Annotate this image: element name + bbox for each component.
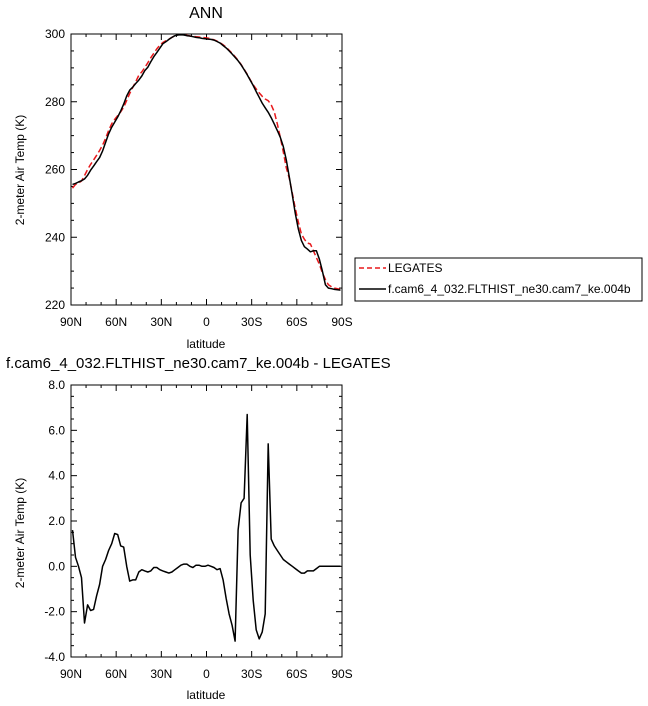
legend: LEGATES f.cam6_4_032.FLTHIST_ne30.cam7_k… bbox=[354, 257, 643, 302]
x-tick-label: 60S bbox=[286, 667, 307, 681]
x-tick-label: 30S bbox=[241, 667, 262, 681]
x-tick-label: 0 bbox=[203, 667, 210, 681]
chart-title: ANN bbox=[189, 5, 223, 22]
legend-label-model: f.cam6_4_032.FLTHIST_ne30.cam7_ke.004b bbox=[388, 282, 631, 296]
y-tick-label: 8.0 bbox=[48, 378, 65, 392]
x-tick-label: 90N bbox=[60, 315, 82, 329]
legend-label-legates: LEGATES bbox=[388, 261, 442, 275]
chart-title: f.cam6_4_032.FLTHIST_ne30.cam7_ke.004b -… bbox=[6, 355, 391, 372]
y-tick-label: 0.0 bbox=[48, 559, 65, 573]
y-tick-label: 2.0 bbox=[48, 514, 65, 528]
y-tick-label: -2.0 bbox=[44, 605, 65, 619]
x-tick-label: 90N bbox=[60, 667, 82, 681]
x-tick-label: 90S bbox=[331, 315, 352, 329]
y-tick-label: 240 bbox=[45, 230, 65, 244]
x-tick-label: 30N bbox=[150, 667, 172, 681]
y-tick-label: 260 bbox=[45, 163, 65, 177]
series-lines bbox=[71, 413, 341, 642]
y-tick-label: 6.0 bbox=[48, 423, 65, 437]
difference-panel: f.cam6_4_032.FLTHIST_ne30.cam7_ke.004b -… bbox=[6, 355, 391, 702]
plot-frame bbox=[70, 384, 343, 658]
series-line-difference bbox=[71, 413, 341, 642]
axis-ticks bbox=[70, 384, 343, 658]
y-tick-label: 300 bbox=[45, 27, 65, 41]
axis-ticks bbox=[70, 33, 343, 306]
x-axis-label: latitude bbox=[187, 688, 226, 702]
x-tick-label: 60S bbox=[286, 315, 307, 329]
x-tick-label: 30N bbox=[150, 315, 172, 329]
tick-labels: 90N 60N 30N 0 30S 60S 90S -4.0 -2.0 0.0 2.0 4.0 6.0 8… bbox=[44, 378, 352, 681]
legend-frame bbox=[354, 257, 643, 302]
y-axis-label: 2-meter Air Temp (K) bbox=[13, 478, 27, 588]
tick-labels: 90N 60N 30N 0 30S 60S 90S 220 240 260 280 300 bbox=[45, 27, 353, 329]
plot-frame bbox=[70, 33, 343, 306]
y-tick-label: 4.0 bbox=[48, 469, 65, 483]
x-tick-label: 30S bbox=[241, 315, 262, 329]
x-tick-label: 0 bbox=[203, 315, 210, 329]
y-tick-label: 280 bbox=[45, 95, 65, 109]
y-tick-label: 220 bbox=[45, 298, 65, 312]
y-axis-label: 2-meter Air Temp (K) bbox=[13, 115, 27, 225]
y-tick-label: -4.0 bbox=[44, 650, 65, 664]
x-axis-label: latitude bbox=[187, 337, 226, 351]
series-line-legates bbox=[71, 33, 341, 291]
series-lines bbox=[71, 33, 341, 291]
x-tick-label: 90S bbox=[331, 667, 352, 681]
x-tick-label: 60N bbox=[105, 667, 127, 681]
series-line-f-cam6-4-032-flthist-ne30-cam7-ke-004b bbox=[72, 33, 341, 291]
x-tick-label: 60N bbox=[105, 315, 127, 329]
temperature-panel: ANN 2-meter Air Temp (K) latitude 90N 60N… bbox=[13, 5, 353, 351]
